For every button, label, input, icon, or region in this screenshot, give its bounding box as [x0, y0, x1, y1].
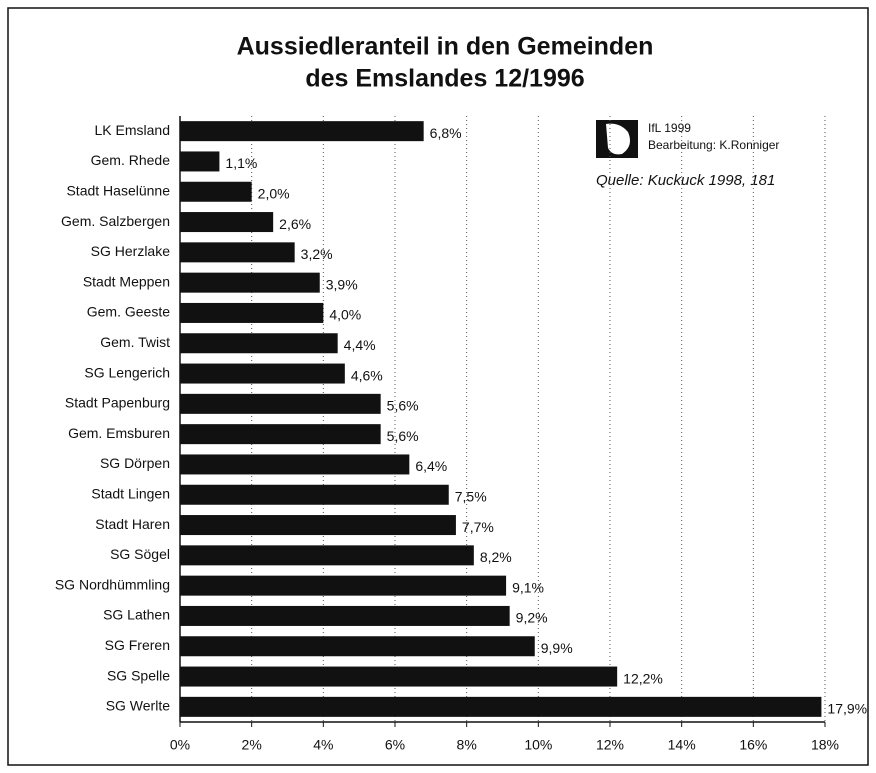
- bar: [180, 424, 381, 445]
- y-tick-label: SG Lengerich: [84, 364, 170, 380]
- y-tick-label: Gem. Twist: [100, 334, 170, 350]
- frame: [7, 7, 869, 766]
- data-label: 9,2%: [516, 610, 548, 626]
- y-tick-label: SG Nordhümmling: [55, 576, 170, 592]
- data-label: 2,6%: [279, 216, 311, 232]
- y-tick-label: SG Herzlake: [91, 243, 171, 259]
- data-label: 5,6%: [387, 428, 419, 444]
- bar: [180, 393, 381, 414]
- y-tick-label: LK Emsland: [95, 122, 170, 138]
- data-label: 9,9%: [541, 640, 573, 656]
- bar: [180, 484, 449, 505]
- x-tick-label: 14%: [668, 737, 696, 753]
- data-label: 4,0%: [329, 307, 361, 323]
- annotation: Quelle: Kuckuck 1998, 181: [596, 172, 775, 189]
- data-label: 4,6%: [351, 367, 383, 383]
- bar: [180, 333, 338, 354]
- data-label: 12,2%: [623, 670, 663, 686]
- data-label: 3,9%: [326, 276, 358, 292]
- y-tick-label: SG Spelle: [107, 667, 170, 683]
- bar: [180, 151, 220, 172]
- data-label: 17,9%: [827, 701, 867, 717]
- y-tick-label: Stadt Lingen: [91, 485, 170, 501]
- bar: [180, 605, 510, 626]
- x-tick-label: 8%: [457, 737, 477, 753]
- data-label: 6,8%: [430, 125, 462, 141]
- y-tick-label: Stadt Meppen: [83, 273, 170, 289]
- x-tick-label: 16%: [739, 737, 767, 753]
- logo: [596, 120, 638, 158]
- chart-title: des Emslandes 12/1996: [305, 65, 584, 93]
- bar: [180, 636, 535, 657]
- annotation: IfL 1999: [648, 121, 691, 135]
- bar: [180, 121, 424, 142]
- y-tick-label: Gem. Rhede: [91, 152, 171, 168]
- data-label: 1,1%: [225, 155, 257, 171]
- bar: [180, 302, 324, 323]
- bar: [180, 272, 320, 293]
- x-tick-label: 18%: [811, 737, 839, 753]
- y-tick-label: Gem. Salzbergen: [61, 213, 170, 229]
- y-tick-label: SG Dörpen: [100, 455, 170, 471]
- y-tick-label: Stadt Haselünne: [66, 182, 170, 198]
- x-tick-label: 2%: [242, 737, 262, 753]
- data-label: 5,6%: [387, 398, 419, 414]
- data-label: 8,2%: [480, 549, 512, 565]
- y-tick-label: Stadt Haren: [95, 516, 170, 532]
- data-label: 4,4%: [344, 337, 376, 353]
- x-tick-label: 10%: [524, 737, 552, 753]
- bar: [180, 575, 507, 596]
- bar: [180, 666, 618, 687]
- annotation: Bearbeitung: K.Ronniger: [648, 138, 779, 152]
- bar: [180, 696, 822, 717]
- bar: [180, 515, 456, 536]
- bar: [180, 545, 474, 566]
- x-tick-label: 6%: [385, 737, 405, 753]
- x-tick-label: 12%: [596, 737, 624, 753]
- bar: [180, 212, 274, 233]
- y-tick-label: Gem. Geeste: [87, 304, 170, 320]
- y-tick-label: SG Sögel: [110, 546, 170, 562]
- bar: [180, 363, 345, 384]
- bar: [180, 181, 252, 202]
- y-tick-label: SG Werlte: [106, 698, 171, 714]
- data-label: 2,0%: [258, 185, 290, 201]
- y-tick-label: SG Lathen: [103, 607, 170, 623]
- bar: [180, 242, 295, 263]
- data-label: 6,4%: [415, 458, 447, 474]
- y-tick-label: SG Freren: [105, 637, 170, 653]
- y-tick-label: Stadt Papenburg: [65, 395, 170, 411]
- data-label: 3,2%: [301, 246, 333, 262]
- y-tick-label: Gem. Emsburen: [68, 425, 170, 441]
- data-label: 9,1%: [512, 579, 544, 595]
- data-label: 7,7%: [462, 519, 494, 535]
- data-label: 7,5%: [455, 488, 487, 504]
- x-tick-label: 4%: [313, 737, 333, 753]
- x-tick-label: 0%: [170, 737, 190, 753]
- chart-title: Aussiedleranteil in den Gemeinden: [237, 33, 654, 61]
- bar: [180, 454, 410, 475]
